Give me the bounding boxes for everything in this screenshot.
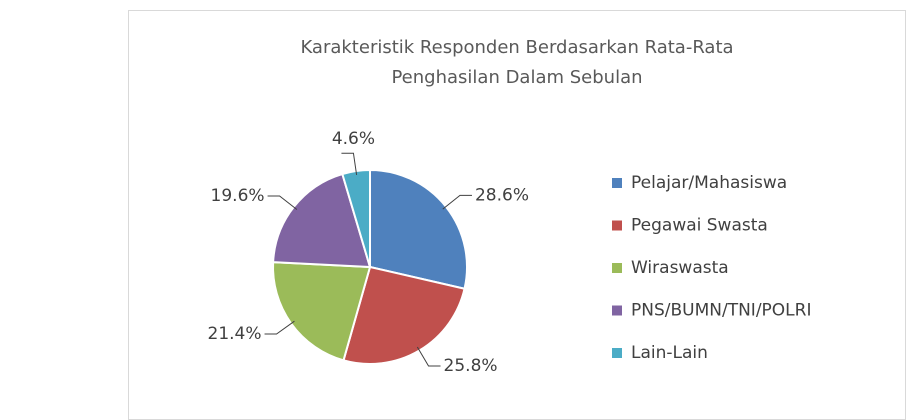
legend-label: Wiraswasta	[631, 258, 729, 278]
leader-line	[264, 320, 295, 335]
legend-label: Lain-Lain	[631, 343, 708, 363]
legend-label: PNS/BUMN/TNI/POLRI	[631, 301, 811, 321]
leader-line	[267, 195, 298, 210]
page: Karakteristik Responden Berdasarkan Rata…	[128, 10, 906, 420]
data-label: 21.4%	[208, 324, 262, 344]
data-label: 28.6%	[475, 185, 529, 205]
data-label: 19.6%	[211, 186, 265, 206]
chart-title: Karakteristik Responden Berdasarkan Rata…	[300, 37, 734, 88]
legend-swatch	[612, 263, 622, 273]
legend-label: Pelajar/Mahasiswa	[631, 173, 787, 193]
data-label: 25.8%	[444, 356, 498, 376]
legend-label: Pegawai Swasta	[631, 216, 768, 236]
legend-swatch	[612, 305, 622, 316]
legend-swatch	[612, 348, 622, 358]
leader-line	[442, 194, 472, 210]
leader-line	[416, 346, 441, 367]
leader-line	[341, 152, 358, 176]
chart: 28.6% 25.8% 21.4% 19.6% 4.6% Pelajar/Mahasisw…	[208, 129, 812, 376]
data-label: 4.6%	[332, 129, 375, 149]
legend-swatch	[612, 220, 622, 231]
legend-swatch	[612, 178, 622, 188]
